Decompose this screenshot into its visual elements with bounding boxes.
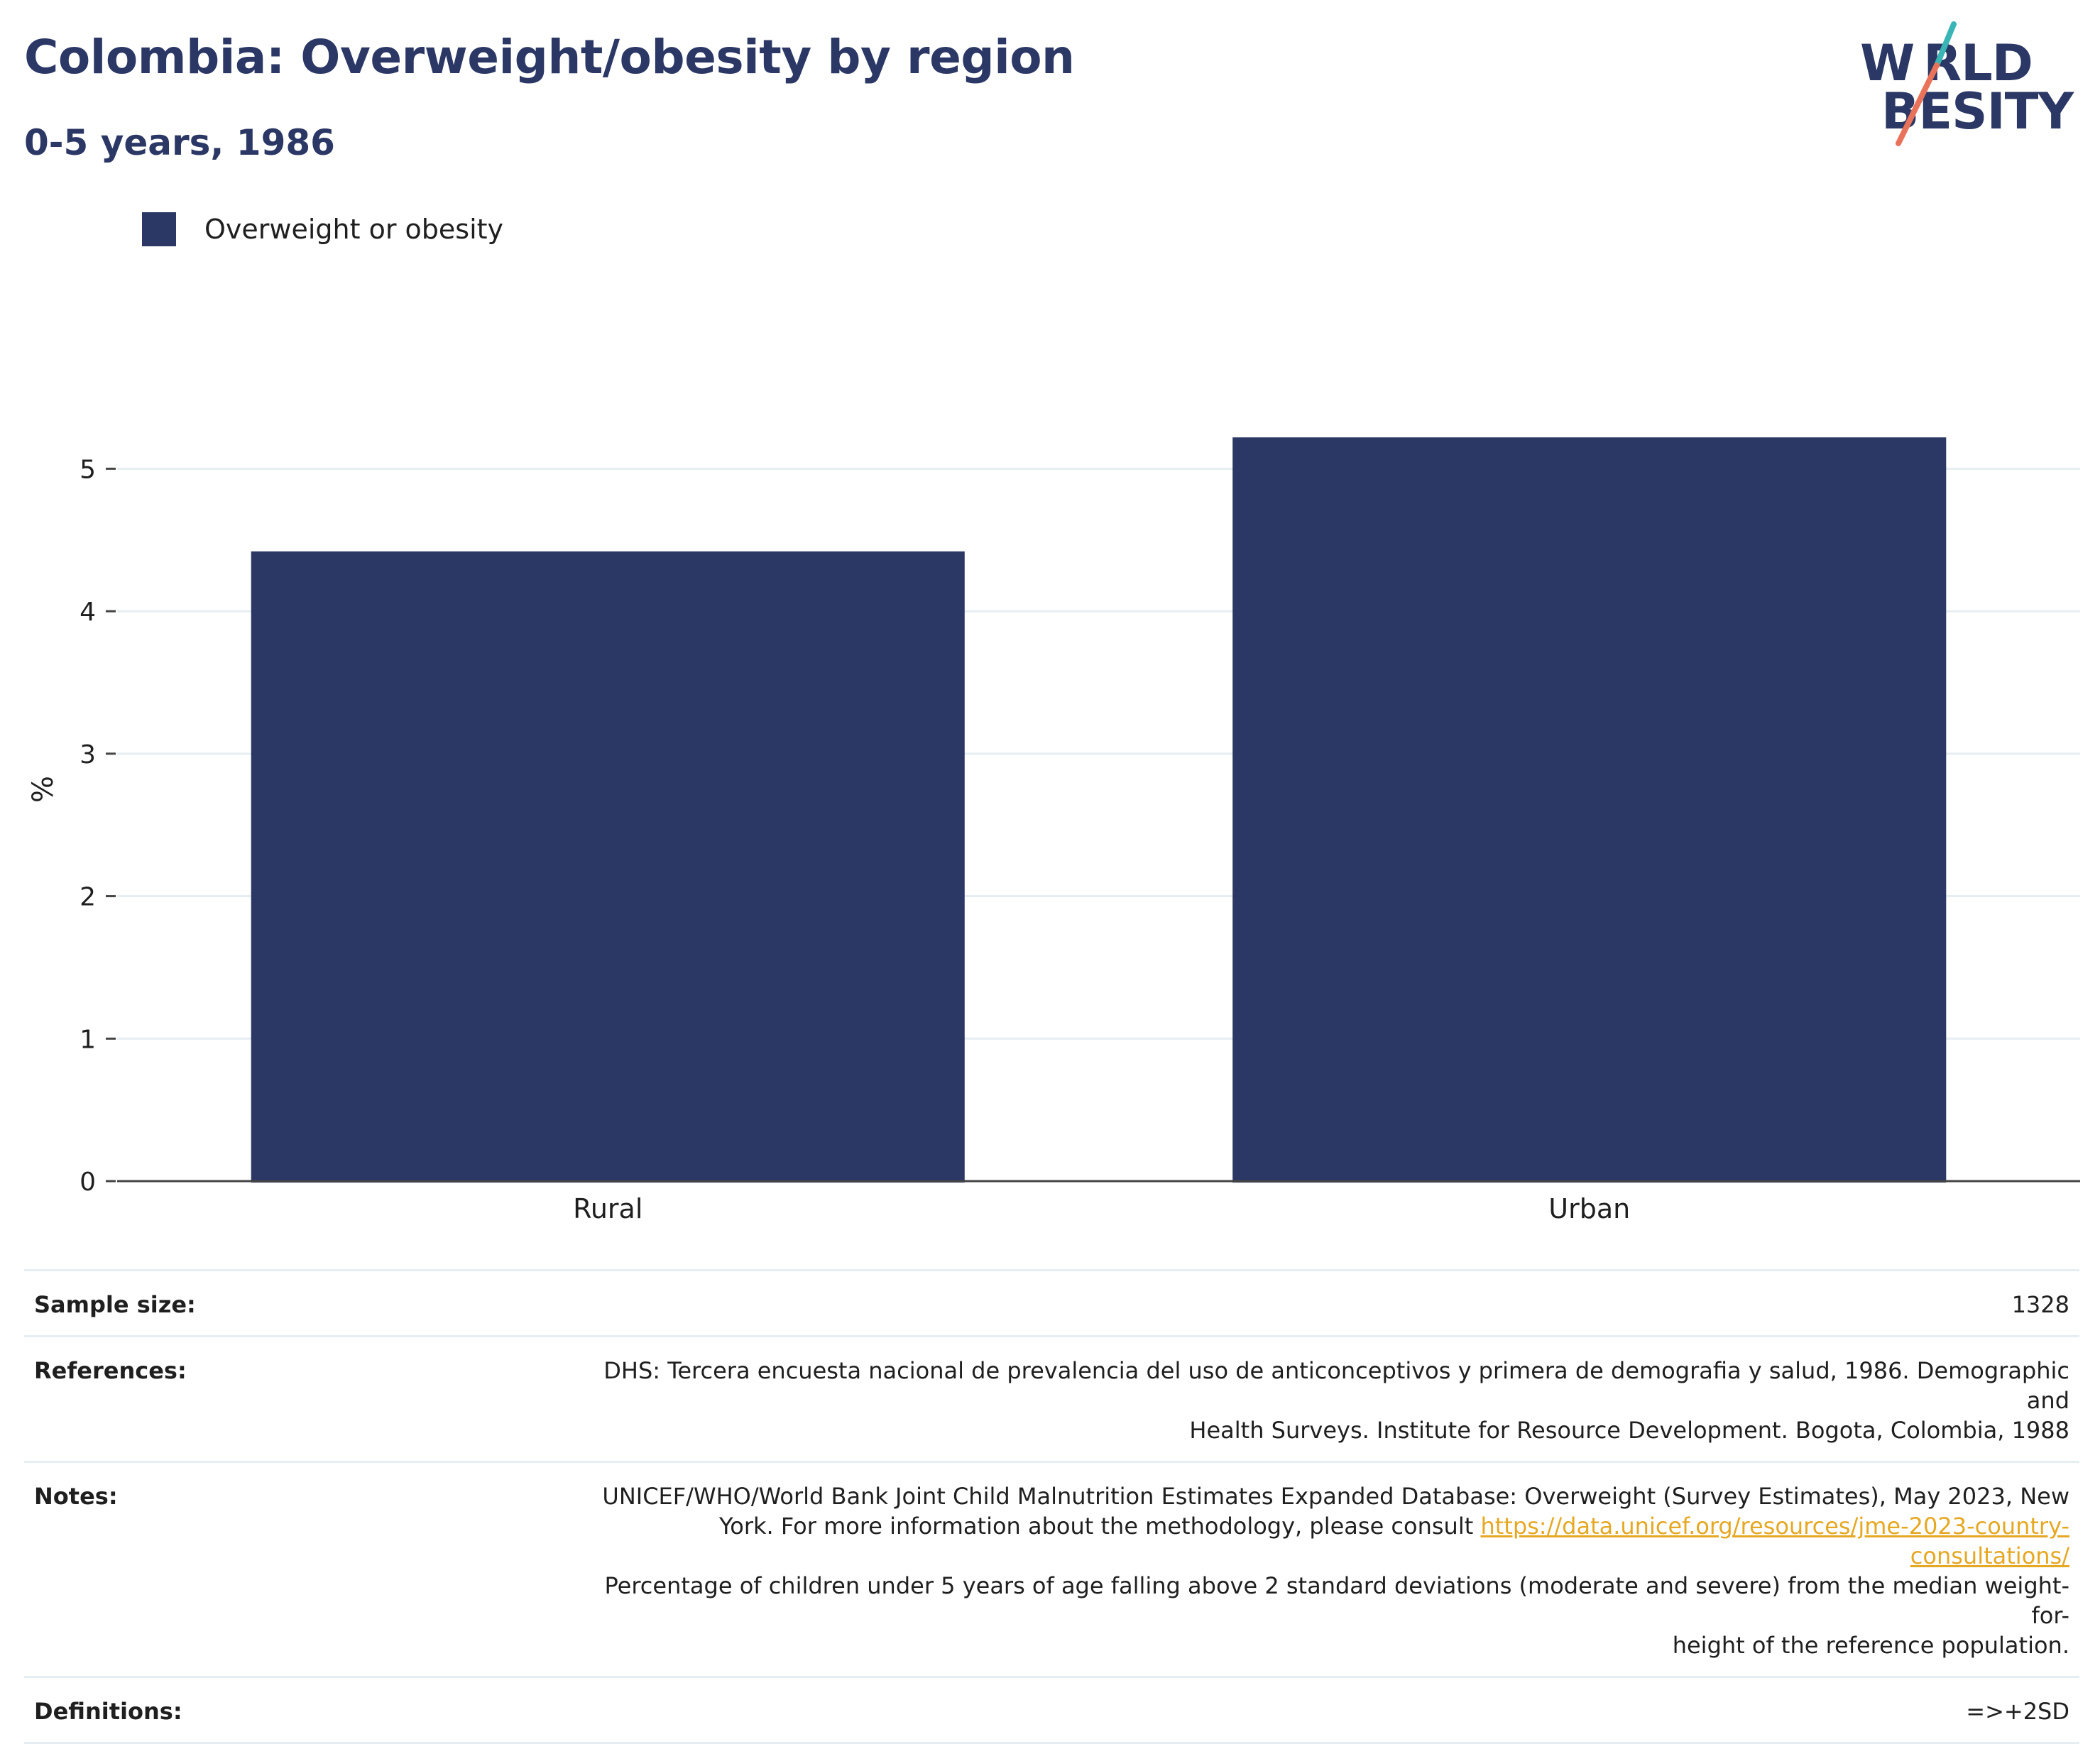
page-title: Colombia: Overweight/obesity by region [24, 30, 1075, 84]
sample-size-label: Sample size: [34, 1291, 196, 1318]
world-obesity-logo[interactable]: W RLD BESITY [1853, 21, 2080, 149]
definitions-label: Definitions: [34, 1698, 182, 1725]
notes-row: Notes: UNICEF/WHO/World Bank Joint Child… [24, 1461, 2079, 1676]
y-tick-label: 5 [80, 455, 96, 484]
bar-rural [251, 551, 965, 1183]
info-table: Sample size: 1328 References: DHS: Terce… [24, 1269, 2079, 1744]
legend-swatch [142, 212, 176, 246]
definitions-row: Definitions: =>+2SD [24, 1676, 2079, 1744]
logo-slash-icon [1896, 21, 1957, 146]
references-value: DHS: Tercera encuesta nacional de preval… [593, 1356, 2069, 1445]
references-row: References: DHS: Tercera encuesta nacion… [24, 1335, 2079, 1461]
notes-line-2: York. For more information about the met… [718, 1513, 1481, 1540]
definitions-value: =>+2SD [1966, 1698, 2069, 1725]
notes-line-3: Percentage of children under 5 years of … [604, 1572, 2070, 1629]
notes-label: Notes: [34, 1483, 118, 1510]
chart-legend: Overweight or obesity [142, 212, 503, 247]
notes-line-4: height of the reference population. [1672, 1632, 2069, 1659]
bar-chart: 0 1 2 3 4 5 Rural Urban% [27, 437, 2080, 1224]
legend-label: Overweight or obesity [204, 214, 504, 245]
bar-urban [1232, 437, 1947, 1183]
y-tick-label: 1 [80, 1025, 96, 1054]
notes-value: UNICEF/WHO/World Bank Joint Child Malnut… [593, 1481, 2069, 1660]
y-tick-label: 0 [80, 1168, 96, 1197]
axes: 0 1 2 3 4 5 Rural Urban% [27, 455, 2080, 1224]
y-tick-label: 4 [80, 598, 96, 627]
page-subtitle: 0-5 years, 1986 [24, 122, 335, 163]
bars [251, 437, 1947, 1183]
x-tick-label: Rural [573, 1193, 642, 1224]
y-tick-label: 3 [80, 740, 96, 769]
references-label: References: [34, 1357, 187, 1384]
y-axis-label: % [27, 776, 60, 803]
references-line-2: Health Surveys. Institute for Resource D… [1189, 1417, 2069, 1444]
notes-methodology-link[interactable]: https://data.unicef.org/resources/jme-20… [1480, 1513, 2069, 1569]
references-line-1: DHS: Tercera encuesta nacional de preval… [603, 1357, 2069, 1414]
sample-size-row: Sample size: 1328 [24, 1269, 2079, 1335]
y-tick-label: 2 [80, 883, 96, 912]
x-tick-label: Urban [1548, 1193, 1630, 1224]
sample-size-value: 1328 [2011, 1291, 2069, 1318]
notes-line-1: UNICEF/WHO/World Bank Joint Child Malnut… [602, 1483, 2069, 1510]
